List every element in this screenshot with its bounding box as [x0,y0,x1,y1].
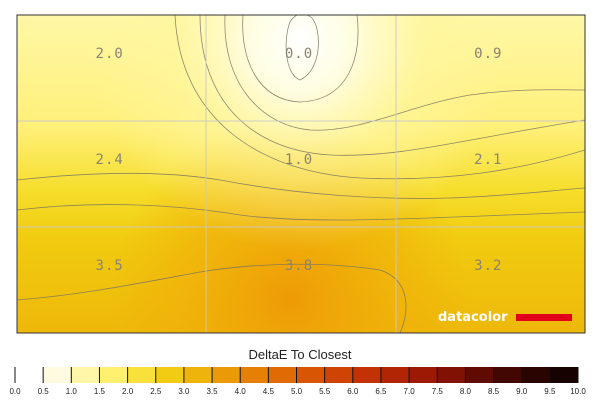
scale-segment [465,367,495,383]
contour-line [17,172,585,199]
logo-bar [516,314,572,321]
cell-value-r0-c2: 0.9 [474,46,502,62]
scale-title: DeltaE To Closest [248,347,351,362]
contour-line [199,15,585,156]
cell-value-r2-c0: 3.5 [96,258,124,274]
contour-line [17,204,585,221]
cell-value-r0-c0: 2.0 [96,46,124,62]
scale-tick-label: 2.0 [122,387,134,396]
scale-tick-label: 7.5 [432,387,444,396]
logo-text: datacolor [438,310,508,325]
scale-tick-label: 9.0 [516,387,528,396]
scale-tick-label: 1.0 [66,387,78,396]
contour-line [285,15,319,81]
scale-segment [380,367,410,383]
scale-tick-label: 6.5 [375,387,387,396]
scale-tick-label: 0.5 [38,387,50,396]
contour-line [17,263,407,333]
contour-line [224,15,585,131]
scale-tick-label: 8.0 [460,387,472,396]
cell-value-r1-c1: 1.0 [285,152,313,168]
scale-segment [296,367,326,383]
datacolor-logo: datacolor [438,310,572,325]
scale-segment [99,367,129,383]
cell-value-r1-c2: 2.1 [474,152,502,168]
scale-segment [549,367,579,383]
scale-segment [521,367,551,383]
scale-segment [212,367,241,383]
grid-lines [17,15,585,333]
scale-tick-label: 5.5 [319,387,331,396]
scale-segment [352,367,382,383]
scale-segment [437,367,466,383]
scale-tick-label: 8.5 [488,387,500,396]
cell-value-r1-c0: 2.4 [96,152,124,168]
heatmap-plot: 2.0 0.0 0.9 2.4 1.0 2.1 3.5 3.8 3.2 datacolor [17,15,585,333]
scale-tick-label: 2.5 [150,387,162,396]
contour-lines [17,15,585,333]
scale-segment [268,367,297,383]
scale-tick-label: 5.0 [291,387,303,396]
cell-value-r0-c1: 0.0 [285,46,313,62]
heatmap-bright-region [17,15,585,333]
cell-value-r2-c2: 3.2 [474,258,502,274]
scale-tick-label: 7.0 [404,387,416,396]
contour-line [242,15,359,103]
scale-segment [15,367,44,383]
scale-tick-label: 3.5 [206,387,218,396]
scale-tick-label: 10.0 [570,387,586,396]
contour-line [174,15,585,180]
scale-tick-label: 6.0 [347,387,359,396]
scale-segment [43,367,72,383]
scale-segment [155,367,185,383]
scale-tick-label: 3.0 [178,387,190,396]
scale-segment [71,367,100,383]
scale-tick-label: 1.5 [94,387,106,396]
plot-frame [16,14,586,334]
cell-values: 2.0 0.0 0.9 2.4 1.0 2.1 3.5 3.8 3.2 [96,46,502,274]
scale-segment [324,367,354,383]
scale-tick-label: 0.0 [9,387,21,396]
scale-tick-label: 4.0 [235,387,247,396]
scale-tick-label: 9.5 [544,387,556,396]
cell-value-r2-c1: 3.8 [285,258,313,274]
scale-segment [409,367,438,383]
scale-segment [127,367,157,383]
scale-segment [240,367,269,383]
scale-segment [493,367,523,383]
scale-tick-label: 4.5 [263,387,275,396]
scale-segment [183,367,213,383]
color-scale: 0.0 0.5 1.0 1.5 2.0 2.5 3.0 3.5 4.0 4.5 5.0 5.5 6.0 6… [9,367,586,396]
